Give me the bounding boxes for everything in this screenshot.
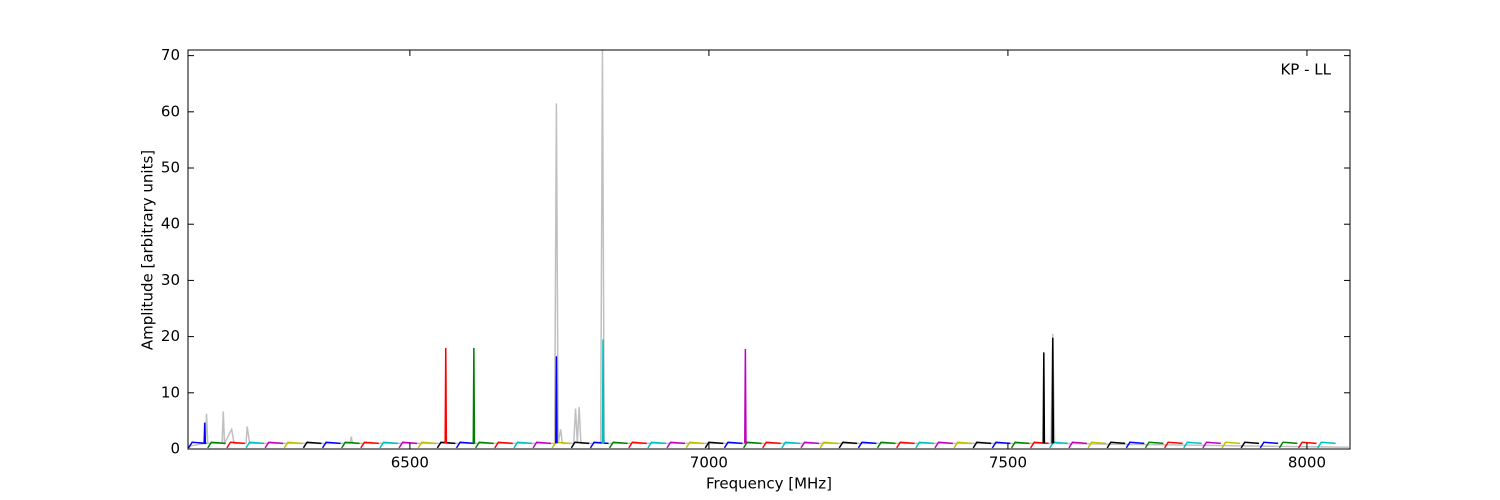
y-tick-label: 60 <box>161 102 180 120</box>
series-line <box>203 422 207 444</box>
series-line <box>226 441 1317 449</box>
plot-frame <box>187 49 1351 450</box>
series-line <box>601 339 605 444</box>
y-tick-label: 50 <box>161 159 180 177</box>
y-tick-label: 20 <box>161 327 180 345</box>
series-line <box>555 356 558 444</box>
series-line <box>207 441 1298 449</box>
annotation: KP - LL <box>1280 61 1331 79</box>
series-line <box>302 441 1260 449</box>
y-tick-label: 70 <box>161 46 180 64</box>
series-line <box>188 50 1349 449</box>
x-tick-label: 7000 <box>690 454 728 472</box>
series-line <box>188 441 1279 449</box>
series-line <box>444 347 448 444</box>
series-line <box>744 348 747 444</box>
x-tick-label: 6500 <box>391 454 429 472</box>
y-tick-label: 40 <box>161 215 180 233</box>
y-tick-label: 30 <box>161 271 180 289</box>
series-line <box>1042 352 1046 444</box>
y-tick-label: 0 <box>170 440 180 458</box>
x-axis-label: Frequency [MHz] <box>706 475 832 493</box>
x-tick-label: 8000 <box>1288 454 1326 472</box>
y-tick-label: 10 <box>161 383 180 401</box>
series-line <box>472 347 476 444</box>
x-tick-label: 7500 <box>989 454 1027 472</box>
y-axis-label: Amplitude [arbitrary units] <box>139 150 157 350</box>
series-line <box>1051 337 1055 444</box>
series-line <box>264 441 1221 449</box>
